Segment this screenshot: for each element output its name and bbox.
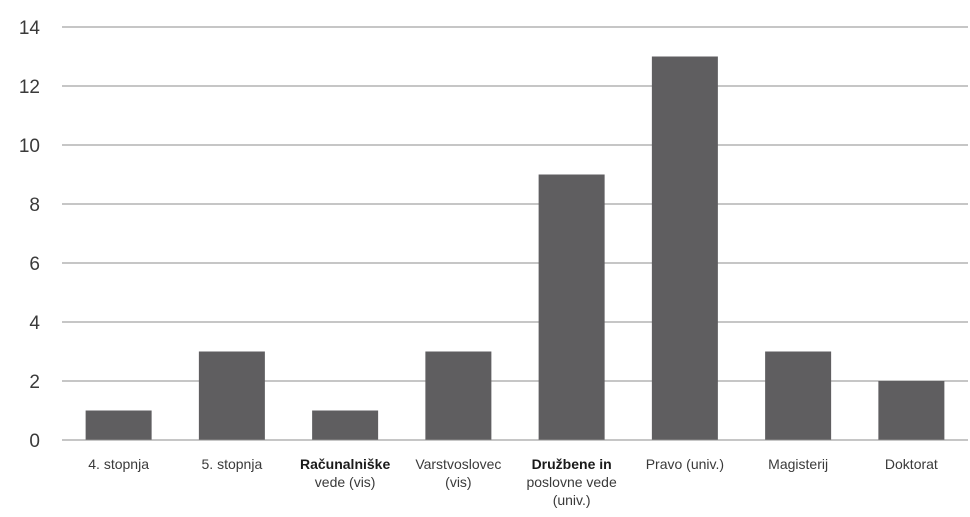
bar-8	[878, 381, 945, 440]
y-tick-label: 6	[29, 254, 40, 275]
y-tick-label: 4	[29, 313, 40, 334]
bar-5	[538, 174, 605, 440]
x-tick-label-line: (univ.)	[553, 492, 591, 508]
x-tick-label-line: Varstvoslovec	[415, 456, 501, 472]
x-tick-label-line: poslovne vede	[526, 474, 617, 490]
y-tick-label: 0	[29, 431, 40, 452]
bar-2	[198, 351, 265, 440]
x-tick-label: Doktorat	[885, 456, 938, 472]
x-tick-label-line: Računalniške	[300, 456, 390, 472]
x-tick-label: 5. stopnja	[202, 456, 263, 472]
y-axis-ticks: 0 2 4 6 8 10 12 14	[19, 18, 41, 452]
x-tick-label: Magisterij	[768, 456, 828, 472]
x-tick-label-line: (vis)	[445, 474, 471, 490]
bar-6	[651, 56, 718, 440]
x-tick-label-line: Magisterij	[768, 456, 828, 472]
x-tick-label-line: vede (vis)	[315, 474, 376, 490]
gridlines	[62, 26, 968, 382]
y-tick-label: 2	[29, 372, 40, 393]
x-tick-label: 4. stopnja	[88, 456, 149, 472]
bar-3	[312, 410, 379, 440]
x-tick-label-line: Pravo (univ.)	[646, 456, 724, 472]
bar-1	[85, 410, 152, 440]
x-tick-label: Računalniške vede (vis)	[300, 456, 390, 490]
y-tick-label: 10	[19, 136, 40, 157]
x-axis-labels: 4. stopnja 5. stopnja Računalniške vede (vi…	[88, 456, 938, 508]
bars	[85, 56, 945, 440]
x-tick-label-line: 5. stopnja	[202, 456, 263, 472]
bar-4	[425, 351, 492, 440]
x-tick-label-line: 4. stopnja	[88, 456, 149, 472]
y-tick-label: 12	[19, 77, 40, 98]
x-tick-label: Družbene in poslovne vede (univ.)	[526, 456, 617, 508]
bar-7	[765, 351, 832, 440]
y-tick-label: 8	[29, 195, 40, 216]
y-tick-label: 14	[19, 18, 41, 39]
x-tick-label: Varstvoslovec (vis)	[415, 456, 501, 490]
x-tick-label-line: Doktorat	[885, 456, 938, 472]
x-tick-label: Pravo (univ.)	[646, 456, 724, 472]
x-tick-label-line: Družbene in	[532, 456, 612, 472]
